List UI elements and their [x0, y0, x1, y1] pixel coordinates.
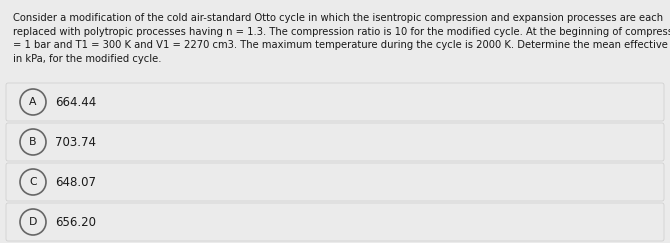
Text: A: A: [29, 97, 37, 107]
FancyBboxPatch shape: [6, 123, 664, 161]
Ellipse shape: [20, 169, 46, 195]
Text: B: B: [29, 137, 37, 147]
Text: 703.74: 703.74: [55, 136, 96, 148]
Text: Consider a modification of the cold air-standard Otto cycle in which the isentro: Consider a modification of the cold air-…: [13, 13, 663, 23]
Text: = 1 bar and T1 = 300 K and V1 = 2270 cm3. The maximum temperature during the cyc: = 1 bar and T1 = 300 K and V1 = 2270 cm3…: [13, 40, 670, 50]
Text: in kPa, for the modified cycle.: in kPa, for the modified cycle.: [13, 53, 161, 63]
Text: 648.07: 648.07: [55, 175, 96, 189]
Text: 656.20: 656.20: [55, 216, 96, 228]
Text: 664.44: 664.44: [55, 95, 96, 109]
Text: D: D: [29, 217, 38, 227]
Ellipse shape: [20, 129, 46, 155]
Ellipse shape: [20, 209, 46, 235]
Text: C: C: [29, 177, 37, 187]
FancyBboxPatch shape: [6, 163, 664, 201]
Ellipse shape: [20, 89, 46, 115]
FancyBboxPatch shape: [6, 203, 664, 241]
Text: replaced with polytropic processes having n = 1.3. The compression ratio is 10 f: replaced with polytropic processes havin…: [13, 26, 670, 36]
FancyBboxPatch shape: [6, 83, 664, 121]
